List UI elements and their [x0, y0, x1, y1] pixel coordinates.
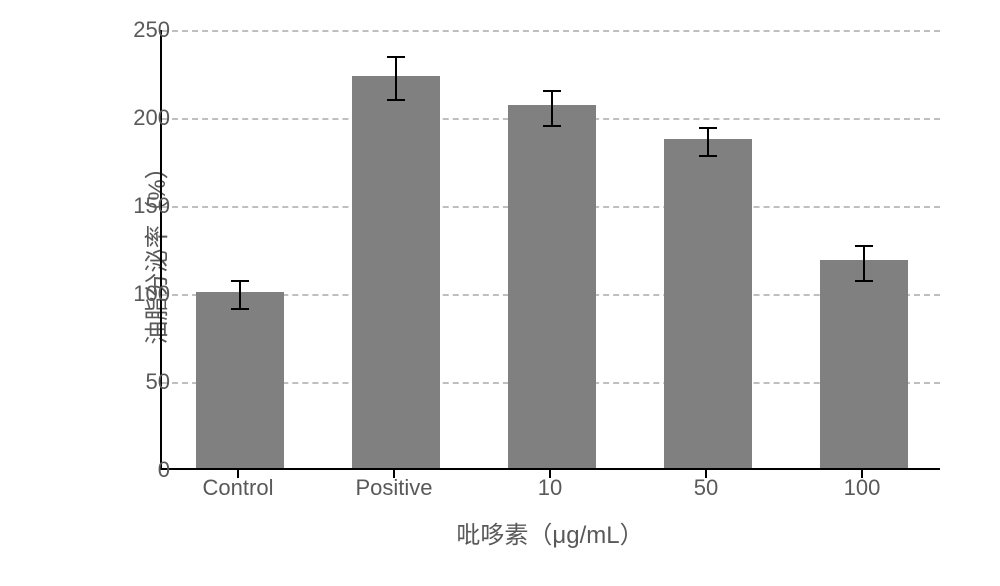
error-cap [855, 245, 873, 247]
error-cap [699, 155, 717, 157]
error-bar [239, 280, 241, 308]
error-bar [863, 245, 865, 280]
error-cap [543, 90, 561, 92]
error-cap [543, 125, 561, 127]
y-tick-label: 100 [110, 281, 170, 307]
error-cap [387, 56, 405, 58]
x-tick-label: 10 [538, 475, 562, 501]
x-tick-label: Positive [355, 475, 432, 501]
error-bar [551, 90, 553, 125]
y-tick-label: 150 [110, 193, 170, 219]
bar [508, 105, 595, 468]
bar [664, 139, 751, 468]
chart-container: 油脂分泌率（%） 吡哆素（μg/mL） 050100150200250Contr… [60, 20, 960, 540]
x-axis-title: 吡哆素（μg/mL） [160, 515, 940, 550]
x-tick-label: 50 [694, 475, 718, 501]
error-cap [231, 308, 249, 310]
bar [352, 76, 439, 468]
y-tick-label: 0 [110, 457, 170, 483]
gridline [162, 30, 940, 32]
error-cap [855, 280, 873, 282]
error-cap [387, 99, 405, 101]
bar [820, 260, 907, 468]
error-cap [231, 280, 249, 282]
error-bar [395, 56, 397, 98]
y-tick-label: 200 [110, 105, 170, 131]
y-tick-label: 250 [110, 17, 170, 43]
error-cap [699, 127, 717, 129]
plot-area [160, 30, 940, 470]
error-bar [707, 127, 709, 155]
bar [196, 292, 283, 468]
x-tick-label: Control [203, 475, 274, 501]
x-tick-label: 100 [844, 475, 881, 501]
y-tick-label: 50 [110, 369, 170, 395]
